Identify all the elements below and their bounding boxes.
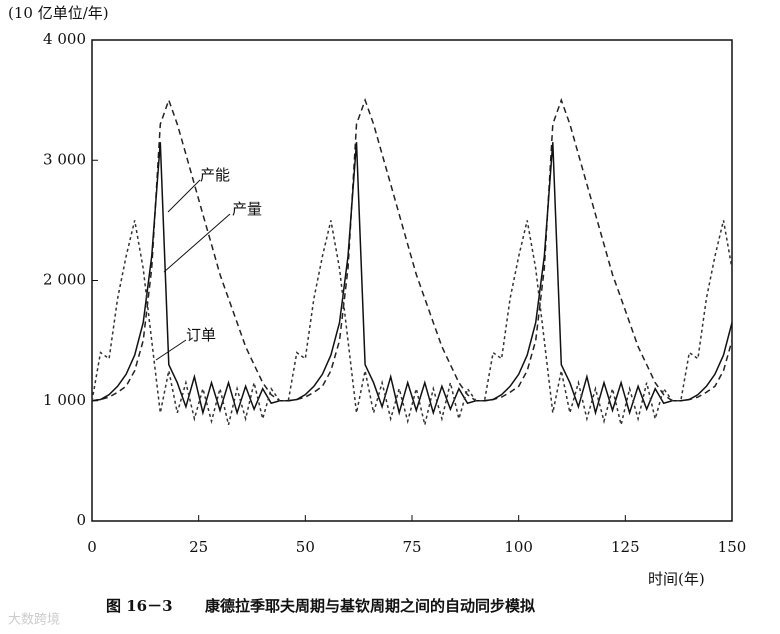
- x-tick-label: 50: [296, 538, 315, 556]
- series-line: [91, 220, 733, 425]
- x-tick-label: 25: [189, 538, 208, 556]
- caption: 康德拉季耶夫周期与基钦周期之间的自动同步模拟: [205, 597, 535, 615]
- x-tick-label: 150: [718, 538, 747, 556]
- series-label: 订单: [186, 326, 216, 344]
- leader-line: [163, 213, 231, 273]
- y-tick-label: 0: [76, 511, 86, 529]
- series-line: [91, 142, 733, 416]
- x-tick-label: 75: [402, 538, 421, 556]
- y-tick-label: 1 000: [43, 391, 86, 409]
- y-tick-label: 3 000: [43, 150, 86, 168]
- x-tick-label: 0: [87, 538, 97, 556]
- y-axis-title: (10 亿单位/年): [8, 4, 109, 22]
- series-line: [91, 97, 733, 402]
- caption-number: 图 16－3: [106, 597, 173, 615]
- leader-line: [155, 339, 187, 361]
- x-axis-title: 时间(年): [648, 570, 705, 588]
- series-label: 产能: [200, 166, 230, 184]
- watermark: 大数跨境: [8, 613, 60, 628]
- leader-line: [167, 179, 201, 213]
- y-tick-label: 4 000: [43, 30, 86, 48]
- x-tick-label: 100: [504, 538, 533, 556]
- series-label: 产量: [232, 200, 262, 218]
- x-tick-label: 125: [611, 538, 640, 556]
- y-tick-label: 2 000: [43, 271, 86, 289]
